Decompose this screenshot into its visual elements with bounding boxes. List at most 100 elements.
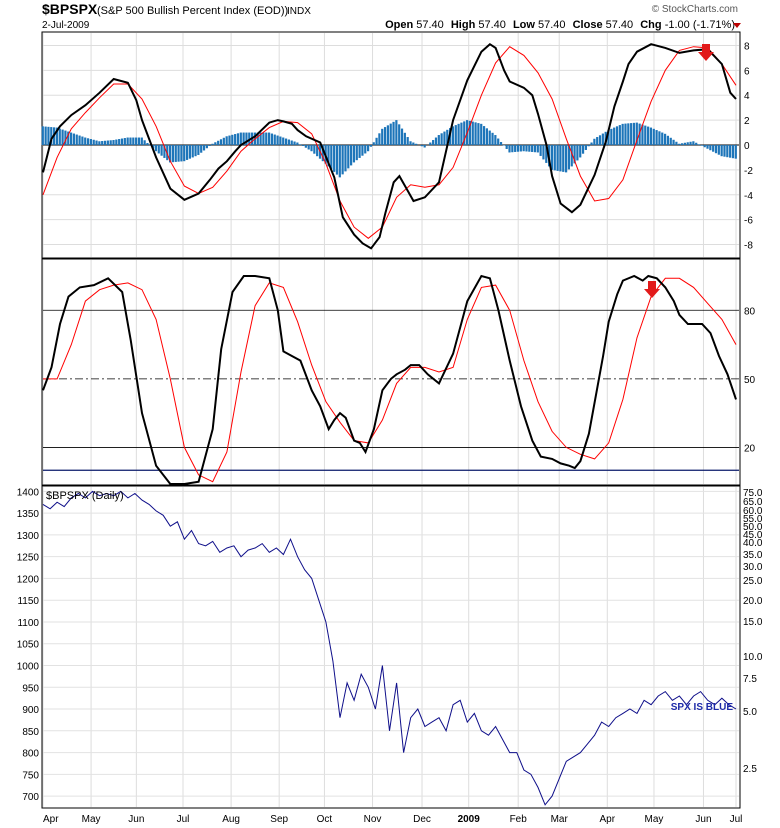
macd-histogram-bar	[584, 145, 587, 150]
macd-histogram-bar	[180, 145, 183, 162]
macd-histogram-bar	[731, 145, 735, 159]
macd-histogram-bar	[610, 128, 613, 145]
macd-histogram-bar	[491, 132, 494, 145]
macd-histogram-bar	[542, 145, 545, 160]
macd-histogram-bar	[451, 126, 455, 145]
macd-histogram-bar	[84, 137, 87, 145]
exchange-label: INDX	[287, 6, 311, 17]
price-right-tick-12: 10.0	[743, 652, 763, 663]
macd-histogram-bar	[112, 140, 115, 145]
macd-histogram-bar	[41, 126, 44, 145]
price-left-tick-10: 900	[22, 705, 39, 716]
macd-signal-line	[42, 46, 737, 239]
macd-histogram-bar	[208, 145, 211, 146]
macd-histogram-bar	[78, 135, 81, 145]
x-tick-3: Jul	[177, 814, 190, 825]
macd-histogram-bar	[372, 142, 375, 145]
macd-histogram-bar	[678, 143, 681, 145]
macd-histogram-bar	[697, 144, 701, 145]
macd-histogram-bar	[72, 133, 76, 145]
macd-histogram-bar	[406, 137, 409, 145]
macd-histogram-bar	[480, 123, 483, 145]
price-left-tick-4: 1200	[17, 574, 40, 585]
macd-histogram-bar	[197, 145, 200, 155]
macd-histogram-bar	[95, 140, 98, 145]
macd-histogram-bar	[378, 133, 381, 145]
macd-histogram-bar	[290, 140, 293, 145]
macd-histogram-bar	[347, 145, 350, 169]
macd-histogram-bar	[601, 133, 604, 145]
macd-histogram-bar	[304, 145, 307, 148]
price-right-tick-10: 20.0	[743, 596, 763, 607]
macd-histogram-bar	[511, 145, 514, 153]
macd-histogram-bar	[270, 133, 274, 145]
macd-histogram-bar	[420, 145, 423, 147]
macd-histogram-bar	[211, 143, 214, 145]
x-tick-10: Feb	[510, 814, 528, 825]
macd-histogram-bar	[177, 145, 180, 162]
macd-histogram-bar	[655, 130, 658, 145]
price-right-tick-14: 5.0	[743, 707, 757, 718]
macd-histogram-bar	[361, 145, 364, 156]
macd-histogram-bar	[709, 145, 712, 151]
macd-histogram-bar	[135, 137, 138, 145]
macd-histogram-bar	[191, 145, 194, 158]
macd-histogram-bar	[395, 120, 398, 145]
macd-histogram-bar	[259, 132, 262, 145]
macd-histogram-bar	[440, 133, 443, 145]
price-left-tick-0: 1400	[17, 487, 40, 498]
macd-histogram-bar	[474, 122, 477, 145]
macd-histogram-bar	[338, 145, 341, 178]
macd-histogram-bar	[485, 128, 488, 145]
macd-histogram-bar	[553, 145, 556, 171]
macd-histogram-bar	[69, 132, 73, 145]
quote-line: Open 57.40 High 57.40 Low 57.40 Close 57…	[385, 19, 735, 31]
symbol-description: (S&P 500 Bullish Percent Index (EOD))	[97, 5, 288, 17]
macd-histogram-bar	[157, 145, 160, 154]
macd-histogram-bar	[174, 145, 177, 162]
macd-histogram-bar	[205, 145, 208, 149]
macd-histogram-bar	[398, 124, 401, 145]
macd-tick-4: 0	[744, 141, 750, 152]
macd-histogram-bar	[531, 145, 534, 152]
macd-histogram-bar	[576, 145, 579, 161]
macd-histogram-bar	[692, 141, 695, 145]
macd-histogram-bar	[279, 136, 282, 145]
macd-histogram-bar	[528, 145, 531, 152]
macd-histogram-bar	[321, 145, 324, 162]
macd-histogram-bar	[658, 131, 661, 145]
price-left-tick-14: 700	[22, 792, 39, 803]
macd-histogram-bar	[137, 137, 141, 145]
macd-histogram-bar	[412, 142, 415, 145]
macd-histogram-bar	[649, 127, 653, 145]
macd-histogram-bar	[624, 123, 627, 145]
macd-histogram-bar	[463, 121, 466, 145]
macd-histogram-bar	[296, 142, 299, 145]
stochastic-k-line	[42, 274, 737, 485]
macd-histogram-bar	[171, 145, 175, 163]
macd-histogram-bar	[366, 145, 370, 152]
macd-histogram-bar	[596, 137, 599, 145]
macd-histogram-bar	[641, 124, 644, 145]
x-tick-14: Jun	[695, 814, 711, 825]
price-right-tick-8: 30.0	[743, 562, 763, 573]
stochastic-sell-arrow-icon	[644, 281, 660, 298]
macd-histogram-bar	[454, 125, 457, 145]
price-right-tick-5: 45.0	[743, 530, 763, 541]
price-left-tick-2: 1300	[17, 531, 40, 542]
price-right-tick-0: 75.0	[743, 488, 763, 499]
macd-histogram-bar	[460, 122, 463, 145]
macd-histogram-bar	[335, 145, 339, 175]
macd-histogram-bar	[593, 138, 596, 145]
macd-histogram-bar	[477, 123, 480, 145]
price-left-tick-7: 1050	[17, 640, 40, 651]
price-right-tick-1: 65.0	[743, 497, 763, 508]
macd-histogram-bar	[149, 145, 152, 146]
macd-histogram-bar	[392, 121, 395, 145]
macd-histogram-bar	[225, 136, 228, 145]
macd-histogram-bar	[106, 140, 109, 145]
macd-histogram-bar	[652, 128, 655, 145]
price-right-tick-3: 55.0	[743, 514, 763, 525]
price-right-tick-2: 60.0	[743, 506, 763, 517]
